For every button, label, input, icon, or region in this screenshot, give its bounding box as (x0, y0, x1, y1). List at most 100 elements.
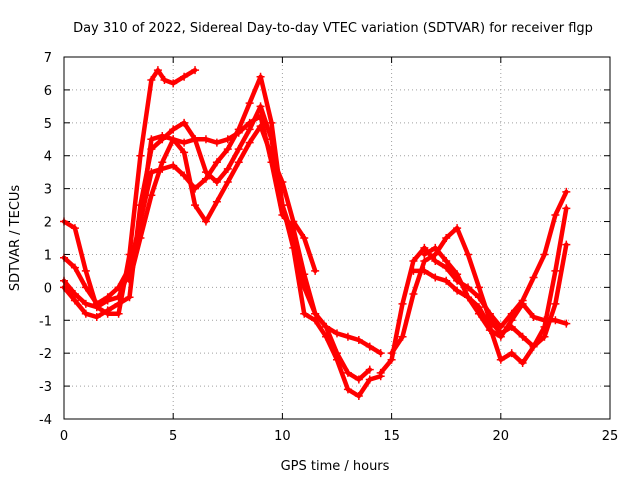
data-point-marker (518, 332, 527, 341)
data-point-marker (529, 273, 538, 282)
y-tick-label: 1 (44, 248, 52, 263)
series-group (60, 66, 571, 400)
data-point-marker (562, 319, 571, 328)
data-point-marker (223, 164, 232, 173)
x-axis-label: GPS time / hours (281, 459, 390, 474)
data-point-marker (245, 138, 254, 147)
data-point-marker (507, 349, 516, 358)
data-point-marker (409, 289, 418, 298)
y-tick-label: -3 (39, 380, 52, 395)
series-line-track-4 (61, 74, 383, 399)
data-point-marker (453, 224, 462, 233)
data-point-marker (267, 151, 276, 160)
data-point-marker (191, 66, 200, 75)
y-tick-label: 2 (44, 216, 52, 231)
data-point-marker (474, 283, 483, 292)
data-point-marker (169, 79, 178, 88)
data-point-marker (70, 224, 79, 233)
data-point-marker (201, 174, 210, 183)
data-point-marker (431, 243, 440, 252)
data-point-marker (147, 76, 156, 85)
y-tick-label: -2 (39, 347, 52, 362)
data-point-marker (114, 309, 123, 318)
data-point-marker (169, 125, 178, 134)
data-point-marker (92, 312, 101, 321)
series-line-track-3 (61, 104, 373, 382)
data-point-marker (551, 316, 560, 325)
data-point-marker (442, 276, 451, 285)
data-point-marker (212, 138, 221, 147)
data-point-marker (311, 266, 320, 275)
data-point-marker (147, 135, 156, 144)
data-point-marker (212, 158, 221, 167)
data-point-marker (180, 118, 189, 127)
data-point-marker (398, 332, 407, 341)
data-point-marker (365, 375, 374, 384)
data-point-marker (256, 102, 265, 111)
data-point-marker (147, 191, 156, 200)
y-tick-label: 4 (44, 150, 52, 165)
y-tick-label: -4 (39, 413, 52, 428)
data-point-marker (234, 125, 243, 134)
data-point-marker (81, 283, 90, 292)
data-point-marker (289, 243, 298, 252)
data-point-marker (562, 187, 571, 196)
data-point-marker (180, 138, 189, 147)
data-point-marker (551, 210, 560, 219)
data-point-marker (114, 293, 123, 302)
data-point-marker (136, 234, 145, 242)
data-point-marker (496, 332, 505, 341)
y-tick-label: -1 (39, 314, 52, 329)
data-point-marker (420, 250, 429, 259)
data-point-marker (256, 122, 265, 131)
y-axis-label: SDTVAR / TECUs (8, 185, 23, 292)
data-point-marker (158, 158, 167, 167)
data-point-marker (442, 257, 451, 266)
data-point-marker (212, 197, 221, 206)
data-point-marker (354, 375, 363, 384)
data-point-marker (234, 158, 243, 167)
series-line-track-2 (61, 113, 383, 356)
data-point-marker (223, 145, 232, 154)
data-point-marker (169, 135, 178, 144)
x-tick-label: 20 (493, 429, 510, 444)
data-point-marker (551, 299, 560, 308)
data-point-marker (365, 342, 374, 351)
x-tick-label: 25 (602, 429, 619, 444)
data-point-marker (81, 309, 90, 318)
data-point-marker (529, 312, 538, 321)
series-line-track-6 (378, 189, 569, 376)
data-point-marker (409, 257, 418, 266)
data-point-marker (540, 250, 549, 259)
data-point-marker (453, 286, 462, 295)
data-point-marker (420, 266, 429, 275)
chart-title: Day 310 of 2022, Sidereal Day-to-day VTE… (73, 21, 593, 36)
data-point-marker (343, 332, 352, 341)
data-point-marker (169, 161, 178, 170)
data-point-marker (158, 135, 167, 144)
data-point-marker (278, 201, 287, 210)
data-point-marker (245, 125, 254, 134)
data-point-marker (496, 355, 505, 364)
x-tick-label: 0 (60, 429, 68, 444)
data-point-marker (267, 118, 276, 127)
data-point-marker (289, 217, 298, 226)
data-point-marker (92, 303, 101, 312)
data-point-marker (485, 326, 494, 335)
data-point-marker (125, 293, 134, 302)
data-point-marker (322, 322, 331, 331)
data-point-marker (333, 329, 341, 338)
data-point-marker (180, 148, 189, 157)
data-point-marker (518, 359, 527, 368)
data-point-marker (180, 72, 189, 81)
data-point-marker (562, 240, 571, 249)
data-point-marker (147, 168, 156, 177)
data-point-marker (278, 178, 287, 187)
data-point-marker (409, 266, 418, 275)
plot-frame (63, 56, 611, 420)
data-point-marker (518, 299, 527, 308)
data-point-marker (540, 316, 549, 325)
data-point-marker (125, 276, 134, 285)
y-tick-label: 5 (44, 117, 52, 132)
